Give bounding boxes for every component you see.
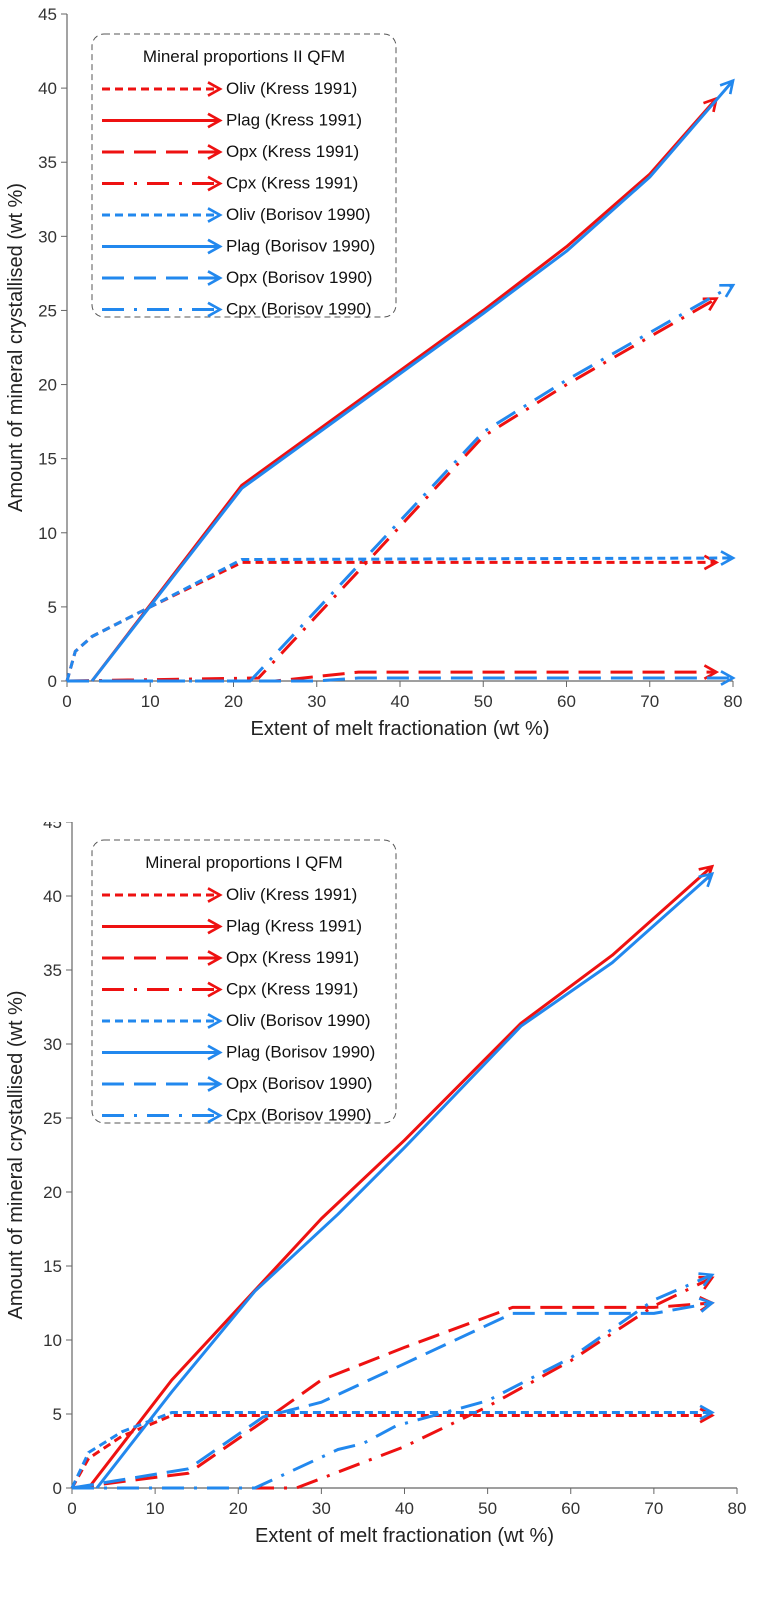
chart2-series-oliv-borisov-1990 (70, 1413, 712, 1489)
chart1-x-tick-label: 0 (62, 692, 71, 711)
chart1-legend-label: Oliv (Borisov 1990) (226, 205, 371, 224)
chart1-legend: Mineral proportions II QFM Oliv (Kress 19… (91, 33, 397, 319)
chart2-x-tick-label: 80 (728, 1499, 747, 1518)
chart1-y-tick-label: 0 (48, 672, 57, 691)
chart1-y-tick-label: 35 (38, 153, 57, 172)
chart1-legend-entry: Cpx (Borisov 1990) (102, 300, 372, 319)
chart1-y-tick-label: 30 (38, 227, 57, 246)
chart1-y-tick-label: 45 (38, 5, 57, 24)
chart1-legend-label: Plag (Borisov 1990) (226, 237, 375, 256)
chart-top-svg: 0 5 10 15 20 25 30 35 40 45 0 10 20 30 40 50 60 70 80 Exten… (5, 5, 742, 740)
chart1-series-oliv-kress-1991 (65, 562, 716, 682)
chart1-legend-entry: Opx (Borisov 1990) (102, 268, 372, 287)
chart1-series-plag-kress-1991 (90, 99, 716, 682)
chart2-y-tick-label: 25 (43, 1109, 62, 1128)
chart1-series-oliv-borisov-1990 (65, 558, 733, 682)
chart2-y-tick-label: 0 (53, 1479, 62, 1498)
chart1-y-tick-label: 25 (38, 301, 57, 320)
chart1-x-tick-label: 50 (474, 692, 493, 711)
chart2-y-tick-label: 35 (43, 961, 62, 980)
chart2-x-axis-title: Extent of melt fractionation (wt %) (255, 1525, 554, 1547)
chart2-legend-label: Plag (Borisov 1990) (226, 1043, 375, 1062)
chart2-legend-label: Cpx (Borisov 1990) (226, 1106, 372, 1125)
chart2-y-tick-label: 40 (43, 887, 62, 906)
chart2-legend-entry: Cpx (Kress 1991) (102, 980, 358, 999)
chart2-legend-entry: Opx (Kress 1991) (102, 948, 359, 967)
chart2-legend-entry: Opx (Borisov 1990) (102, 1074, 372, 1093)
chart1-x-tick-label: 60 (557, 692, 576, 711)
chart2-x-tick-label: 20 (229, 1499, 248, 1518)
chart2-series-group (70, 866, 713, 1490)
chart1-y-axis-title: Amount of mineral crystallised (wt %) (5, 183, 27, 512)
chart1-y-tick-label: 10 (38, 524, 57, 543)
chart1-legend-label: Opx (Borisov 1990) (226, 268, 372, 287)
chart1-series-cpx-borisov-1990 (67, 285, 733, 683)
chart2-legend: Mineral proportions I QFM Oliv (Kress 199… (91, 839, 397, 1125)
chart1-x-axis-title: Extent of melt fractionation (wt %) (250, 718, 549, 740)
chart2-legend-label: Plag (Kress 1991) (226, 917, 362, 936)
chart-bottom-svg: 0 5 10 15 20 25 30 35 40 45 0 10 20 30 40 50 60 70 80 Exten… (5, 822, 747, 1547)
chart2-series-plag-kress-1991 (87, 866, 713, 1489)
chart1-y-tick-label: 15 (38, 450, 57, 469)
chart2-series-opx-borisov-1990 (71, 1303, 712, 1490)
chart1-legend-label: Plag (Kress 1991) (226, 111, 362, 130)
chart1-legend-label: Cpx (Borisov 1990) (226, 300, 372, 319)
chart2-legend-entry: Oliv (Kress 1991) (102, 885, 357, 904)
chart2-y-tick-label: 20 (43, 1183, 62, 1202)
chart-bottom-panel: 0 5 10 15 20 25 30 35 40 45 0 10 20 30 40 50 60 70 80 Exten… (0, 822, 768, 1611)
chart2-x-tick-label: 70 (644, 1499, 663, 1518)
chart2-y-tick-label: 10 (43, 1331, 62, 1350)
chart2-legend-entry: Oliv (Borisov 1990) (102, 1011, 371, 1030)
chart1-x-tick-label: 30 (307, 692, 326, 711)
chart1-legend-title: Mineral proportions II QFM (143, 47, 345, 66)
chart1-x-tick-label: 20 (224, 692, 243, 711)
chart-top-panel: 0 5 10 15 20 25 30 35 40 45 0 10 20 30 40 50 60 70 80 Exten… (0, 0, 768, 790)
chart1-legend-entry: Opx (Kress 1991) (102, 142, 359, 161)
chart2-legend-label: Oliv (Borisov 1990) (226, 1011, 371, 1030)
chart1-y-tick-label: 5 (48, 598, 57, 617)
chart1-x-tick-label: 10 (141, 692, 160, 711)
chart2-legend-entry: Cpx (Borisov 1990) (102, 1106, 372, 1125)
chart2-y-axis-title: Amount of mineral crystallised (wt %) (5, 991, 27, 1320)
chart2-y-tick-label: 45 (43, 822, 62, 832)
chart2-x-tick-label: 60 (561, 1499, 580, 1518)
chart1-legend-entry: Plag (Borisov 1990) (102, 237, 375, 256)
chart2-series-plag-borisov-1990 (95, 874, 712, 1489)
chart2-x-tick-label: 50 (478, 1499, 497, 1518)
chart1-x-tick-label: 80 (724, 692, 743, 711)
chart1-series-cpx-kress-1991 (66, 299, 716, 683)
chart1-y-tick-label: 40 (38, 79, 57, 98)
chart2-legend-label: Oliv (Kress 1991) (226, 885, 357, 904)
chart1-legend-entry: Plag (Kress 1991) (102, 111, 362, 130)
chart2-y-tick-label: 15 (43, 1257, 62, 1276)
chart1-legend-entry: Oliv (Borisov 1990) (102, 205, 371, 224)
chart2-legend-label: Opx (Kress 1991) (226, 948, 359, 967)
chart2-legend-title: Mineral proportions I QFM (145, 853, 342, 872)
chart2-x-tick-label: 0 (67, 1499, 76, 1518)
chart2-legend-entry: Plag (Borisov 1990) (102, 1043, 375, 1062)
chart1-legend-entry: Cpx (Kress 1991) (102, 174, 358, 193)
chart2-legend-label: Opx (Borisov 1990) (226, 1074, 372, 1093)
chart1-x-tick-label: 40 (391, 692, 410, 711)
chart2-x-tick-label: 10 (146, 1499, 165, 1518)
chart1-legend-label: Opx (Kress 1991) (226, 142, 359, 161)
chart1-y-tick-label: 20 (38, 376, 57, 395)
chart1-series-opx-borisov-1990 (67, 678, 733, 681)
chart1-legend-label: Cpx (Kress 1991) (226, 174, 358, 193)
chart1-x-tick-label: 70 (640, 692, 659, 711)
chart1-legend-label: Oliv (Kress 1991) (226, 79, 357, 98)
chart2-series-cpx-borisov-1990 (72, 1275, 712, 1490)
chart2-legend-entry: Plag (Kress 1991) (102, 917, 362, 936)
chart2-y-tick-label: 30 (43, 1035, 62, 1054)
chart1-legend-entry: Oliv (Kress 1991) (102, 79, 357, 98)
chart1-series-group (65, 81, 733, 683)
chart2-series-opx-kress-1991 (71, 1303, 712, 1490)
chart2-x-tick-label: 40 (395, 1499, 414, 1518)
chart2-legend-label: Cpx (Kress 1991) (226, 980, 358, 999)
chart1-series-plag-borisov-1990 (90, 81, 733, 682)
chart1-axes: 0 5 10 15 20 25 30 35 40 45 0 10 20 30 40 50 60 70 80 (38, 5, 742, 711)
chart2-y-tick-label: 5 (53, 1405, 62, 1424)
chart2-x-tick-label: 30 (312, 1499, 331, 1518)
